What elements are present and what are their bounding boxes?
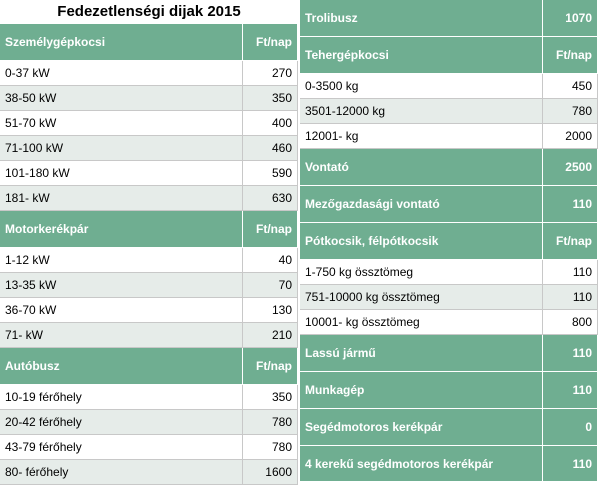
section-value: 1070 bbox=[543, 0, 598, 37]
table-row: 13-35 kW 70 bbox=[0, 273, 298, 298]
table-row: 10001- kg össztömeg 800 bbox=[300, 310, 598, 335]
section-header-lassu-jarmu: Lassú jármű 110 bbox=[300, 335, 598, 372]
table-row: 0-3500 kg 450 bbox=[300, 74, 598, 99]
row-label: 71-100 kW bbox=[0, 136, 243, 161]
section-title: Pótkocsik, félpótkocsik bbox=[300, 223, 543, 260]
table-row: 101-180 kW 590 bbox=[0, 161, 298, 186]
row-label: 12001- kg bbox=[300, 124, 543, 149]
table-row: 3501-12000 kg 780 bbox=[300, 99, 598, 124]
page-title: Fedezetlenségi dijak 2015 bbox=[57, 3, 241, 20]
row-label: 751-10000 kg össztömeg bbox=[300, 285, 543, 310]
row-value: 800 bbox=[543, 310, 598, 335]
section-header-vontato: Vontató 2500 bbox=[300, 149, 598, 186]
row-label: 0-3500 kg bbox=[300, 74, 543, 99]
table-row: 71- kW 210 bbox=[0, 323, 298, 348]
section-value: 110 bbox=[543, 446, 598, 482]
section-header-motorkerekpar: Motorkerékpár Ft/nap bbox=[0, 211, 298, 248]
table-row: 12001- kg 2000 bbox=[300, 124, 598, 149]
section-value: 110 bbox=[543, 335, 598, 372]
table-row: 71-100 kW 460 bbox=[0, 136, 298, 161]
row-value: 780 bbox=[243, 435, 298, 460]
unit-label: Ft/nap bbox=[543, 223, 598, 260]
section-title: Autóbusz bbox=[0, 348, 243, 385]
section-title: Motorkerékpár bbox=[0, 211, 243, 248]
table-row: 51-70 kW 400 bbox=[0, 111, 298, 136]
row-label: 181- kW bbox=[0, 186, 243, 211]
row-label: 43-79 férőhely bbox=[0, 435, 243, 460]
table-row: 1-750 kg össztömeg 110 bbox=[300, 260, 598, 285]
row-value: 1600 bbox=[243, 460, 298, 485]
section-title: Munkagép bbox=[300, 372, 543, 409]
row-label: 10001- kg össztömeg bbox=[300, 310, 543, 335]
section-value: 110 bbox=[543, 372, 598, 409]
section-value: 0 bbox=[543, 409, 598, 446]
row-label: 1-750 kg össztömeg bbox=[300, 260, 543, 285]
section-title: Segédmotoros kerékpár bbox=[300, 409, 543, 446]
unit-label: Ft/nap bbox=[243, 24, 298, 61]
section-title: Tehergépkocsi bbox=[300, 37, 543, 74]
unit-label: Ft/nap bbox=[243, 348, 298, 385]
section-header-tehergepkocsi: Tehergépkocsi Ft/nap bbox=[300, 37, 598, 74]
row-value: 2000 bbox=[543, 124, 598, 149]
row-label: 10-19 férőhely bbox=[0, 385, 243, 410]
fee-table-right: Trolibusz 1070 Tehergépkocsi Ft/nap 0-35… bbox=[300, 0, 598, 482]
section-header-szemelygepkocsi: Személygépkocsi Ft/nap bbox=[0, 24, 298, 61]
section-value: 2500 bbox=[543, 149, 598, 186]
section-title: Lassú jármű bbox=[300, 335, 543, 372]
row-value: 400 bbox=[243, 111, 298, 136]
table-row: 1-12 kW 40 bbox=[0, 248, 298, 273]
section-header-trolibusz: Trolibusz 1070 bbox=[300, 0, 598, 37]
section-header-segedmotoros: Segédmotoros kerékpár 0 bbox=[300, 409, 598, 446]
row-value: 210 bbox=[243, 323, 298, 348]
section-header-potkocsik: Pótkocsik, félpótkocsik Ft/nap bbox=[300, 223, 598, 260]
row-label: 80- férőhely bbox=[0, 460, 243, 485]
section-value: 110 bbox=[543, 186, 598, 223]
section-header-4-kereku-segedmotoros: 4 kerekű segédmotoros kerékpár 110 bbox=[300, 446, 598, 482]
fee-table-left: Személygépkocsi Ft/nap 0-37 kW 270 38-50… bbox=[0, 24, 298, 485]
row-value: 450 bbox=[543, 74, 598, 99]
row-value: 780 bbox=[243, 410, 298, 435]
row-value: 40 bbox=[243, 248, 298, 273]
unit-label: Ft/nap bbox=[543, 37, 598, 74]
section-header-munkagep: Munkagép 110 bbox=[300, 372, 598, 409]
row-label: 3501-12000 kg bbox=[300, 99, 543, 124]
table-row: 80- férőhely 1600 bbox=[0, 460, 298, 485]
row-value: 130 bbox=[243, 298, 298, 323]
row-value: 110 bbox=[543, 260, 598, 285]
row-label: 38-50 kW bbox=[0, 86, 243, 111]
row-value: 590 bbox=[243, 161, 298, 186]
section-header-autobusz: Autóbusz Ft/nap bbox=[0, 348, 298, 385]
section-title: Mezőgazdasági vontató bbox=[300, 186, 543, 223]
row-label: 13-35 kW bbox=[0, 273, 243, 298]
row-value: 350 bbox=[243, 86, 298, 111]
row-label: 36-70 kW bbox=[0, 298, 243, 323]
row-value: 780 bbox=[543, 99, 598, 124]
table-row: 20-42 férőhely 780 bbox=[0, 410, 298, 435]
row-label: 1-12 kW bbox=[0, 248, 243, 273]
table-row: 0-37 kW 270 bbox=[0, 61, 298, 86]
row-label: 51-70 kW bbox=[0, 111, 243, 136]
section-title: Trolibusz bbox=[300, 0, 543, 37]
row-value: 70 bbox=[243, 273, 298, 298]
row-label: 20-42 férőhely bbox=[0, 410, 243, 435]
table-row: 36-70 kW 130 bbox=[0, 298, 298, 323]
table-row: 10-19 férőhely 350 bbox=[0, 385, 298, 410]
row-label: 101-180 kW bbox=[0, 161, 243, 186]
section-title: Személygépkocsi bbox=[0, 24, 243, 61]
table-row: 181- kW 630 bbox=[0, 186, 298, 211]
table-row: 43-79 férőhely 780 bbox=[0, 435, 298, 460]
section-title: 4 kerekű segédmotoros kerékpár bbox=[300, 446, 543, 482]
unit-label: Ft/nap bbox=[243, 211, 298, 248]
section-header-mezogazdasagi-vontato: Mezőgazdasági vontató 110 bbox=[300, 186, 598, 223]
table-row: 751-10000 kg össztömeg 110 bbox=[300, 285, 598, 310]
row-value: 350 bbox=[243, 385, 298, 410]
row-label: 71- kW bbox=[0, 323, 243, 348]
row-value: 270 bbox=[243, 61, 298, 86]
row-value: 460 bbox=[243, 136, 298, 161]
table-row: 38-50 kW 350 bbox=[0, 86, 298, 111]
row-label: 0-37 kW bbox=[0, 61, 243, 86]
row-value: 110 bbox=[543, 285, 598, 310]
section-title: Vontató bbox=[300, 149, 543, 186]
row-value: 630 bbox=[243, 186, 298, 211]
